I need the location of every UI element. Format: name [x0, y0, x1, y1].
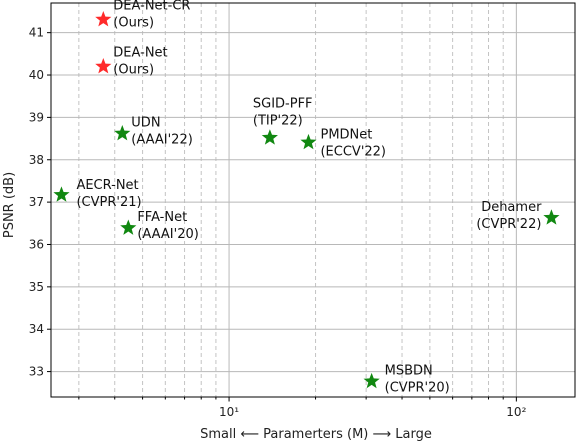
- y-tick-label: 35: [29, 280, 44, 294]
- point-sublabel-udn: (AAAI'22): [131, 132, 193, 147]
- y-tick-label: 33: [29, 365, 44, 379]
- point-dehamer-star-icon: [543, 209, 560, 225]
- y-tick-label: 36: [29, 237, 44, 251]
- y-tick-label: 41: [29, 26, 44, 40]
- point-label-aecr-net: AECR-Net: [76, 178, 138, 193]
- point-dea-net-star-icon: [95, 58, 112, 74]
- point-labels: DEA-Net-CR (Ours) DEA-Net (Ours) UDN (AAAI'22…: [76, 0, 542, 395]
- x-axis-label: Small ⟵ Paramerters (M) ⟶ Large: [200, 427, 432, 442]
- y-tick-label: 38: [29, 153, 44, 167]
- point-label-msbdn: MSBDN: [385, 363, 433, 378]
- point-pmdnet-star-icon: [300, 133, 317, 150]
- point-aecr-net-star-icon: [53, 186, 70, 202]
- point-sgid-pff-star-icon: [261, 129, 278, 145]
- point-sublabel-dea-net-cr: (Ours): [113, 16, 154, 31]
- data-points: [53, 11, 560, 389]
- point-sublabel-dea-net: (Ours): [113, 63, 154, 78]
- point-udn-star-icon: [114, 124, 131, 141]
- point-sublabel-dehamer: (CVPR'22): [476, 217, 541, 232]
- point-msbdn-star-icon: [363, 372, 380, 389]
- x-tick-label: 10¹: [219, 405, 239, 419]
- point-sublabel-pmdnet: (ECCV'22): [320, 144, 386, 159]
- y-tick-label: 37: [29, 195, 44, 209]
- point-ffa-net-star-icon: [120, 219, 137, 235]
- y-tick-label: 34: [29, 322, 44, 336]
- point-label-udn: UDN: [131, 115, 160, 130]
- plot-frame: [50, 2, 576, 398]
- point-sublabel-ffa-net: (AAAI'20): [137, 227, 199, 242]
- y-tick-label: 39: [29, 110, 44, 124]
- point-dea-net-cr-star-icon: [95, 11, 112, 27]
- y-axis-label: PSNR (dB): [2, 172, 17, 238]
- point-label-ffa-net: FFA-Net: [137, 210, 187, 225]
- point-sublabel-aecr-net: (CVPR'21): [76, 195, 141, 210]
- point-sublabel-sgid-pff: (TIP'22): [253, 114, 303, 129]
- point-label-dea-net-cr: DEA-Net-CR: [113, 0, 190, 14]
- x-tick-label: 10²: [506, 405, 526, 419]
- axis-ticks: 33 34 35 36 37 38 39 40 41 10¹ 10²: [29, 26, 527, 419]
- point-sublabel-msbdn: (CVPR'20): [385, 380, 450, 395]
- grid-lines: [51, 3, 575, 397]
- point-label-dea-net: DEA-Net: [113, 46, 167, 61]
- point-label-sgid-pff: SGID-PFF: [253, 97, 313, 112]
- y-tick-label: 40: [29, 68, 44, 82]
- point-label-dehamer: Dehamer: [481, 200, 542, 215]
- point-label-pmdnet: PMDNet: [320, 127, 372, 142]
